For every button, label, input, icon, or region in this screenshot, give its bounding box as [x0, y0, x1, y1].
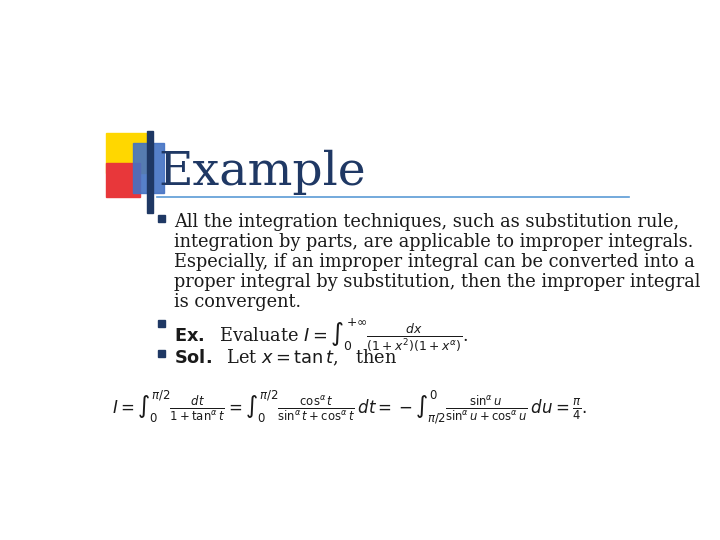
Bar	[148, 131, 153, 213]
Text: $I = \int_0^{\pi/2} \frac{dt}{1+\tan^\alpha t} = \int_0^{\pi/2} \frac{\cos^\alph: $I = \int_0^{\pi/2} \frac{dt}{1+\tan^\al…	[112, 388, 587, 426]
Bar	[106, 164, 140, 197]
Bar	[133, 143, 164, 193]
Text: Example: Example	[158, 150, 366, 195]
Text: Especially, if an improper integral can be converted into a: Especially, if an improper integral can …	[174, 253, 695, 271]
Text: $\bf{Sol.}$  Let $x = \tan t$,   then: $\bf{Sol.}$ Let $x = \tan t$, then	[174, 348, 397, 368]
Text: integration by parts, are applicable to improper integrals.: integration by parts, are applicable to …	[174, 233, 693, 251]
Bar	[158, 215, 165, 222]
Bar	[106, 132, 145, 173]
Text: $\bf{Ex.}$  Evaluate $I = \int_0^{+\infty}\frac{dx}{(1+x^2)(1+x^\alpha)}$.: $\bf{Ex.}$ Evaluate $I = \int_0^{+\infty…	[174, 318, 468, 354]
Text: proper integral by substitution, then the improper integral: proper integral by substitution, then th…	[174, 273, 700, 291]
Bar	[158, 350, 165, 357]
Text: All the integration techniques, such as substitution rule,: All the integration techniques, such as …	[174, 213, 679, 231]
Text: is convergent.: is convergent.	[174, 293, 301, 310]
Bar	[158, 320, 165, 327]
